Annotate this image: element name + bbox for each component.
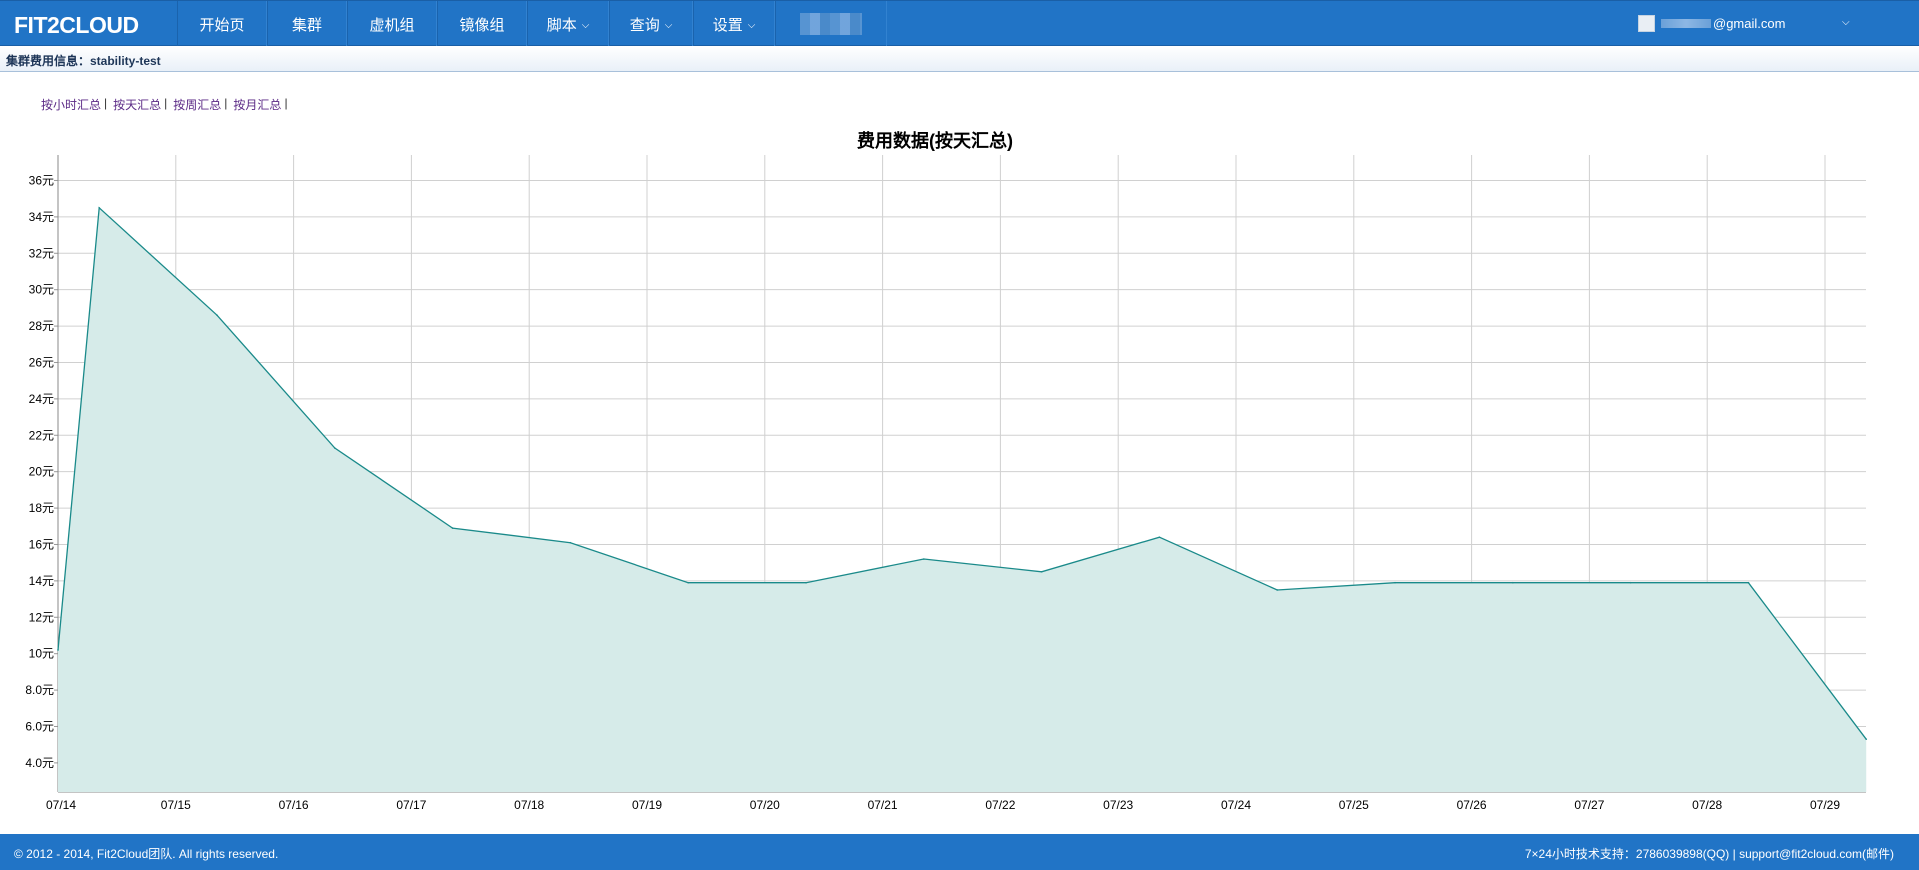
- data-point: [805, 581, 807, 584]
- y-tick-label: 16元: [29, 537, 54, 551]
- x-tick-label: 07/27: [1574, 798, 1604, 810]
- avatar-icon: [1638, 15, 1655, 32]
- x-tick-label: 07/29: [1810, 798, 1840, 810]
- link-weekly[interactable]: 按周汇总: [173, 98, 222, 112]
- nav-item-redacted[interactable]: [775, 1, 887, 47]
- support-text: 7×24小时技术支持：2786039898(QQ) | support@fit2…: [1524, 847, 1894, 861]
- nav-item-label: 虚机组: [369, 16, 415, 34]
- y-tick-label: 8.0元: [25, 683, 54, 697]
- nav-item-query[interactable]: 查询 ⌵: [609, 1, 693, 47]
- data-point: [1158, 536, 1161, 538]
- redacted-email: [1661, 19, 1711, 28]
- main-nav: 开始页 集群 虚机组 镜像组 脚本 ⌵ 查询 ⌵ 设置 ⌵: [177, 1, 887, 47]
- nav-item-label: 设置: [712, 16, 743, 34]
- link-daily[interactable]: 按天汇总: [113, 98, 162, 112]
- user-menu[interactable]: @gmail.com: [1638, 15, 1785, 32]
- y-tick-label: 34元: [29, 210, 54, 224]
- page-title: 集群费用信息：stability-test: [6, 54, 161, 68]
- y-tick-label: 30元: [29, 283, 54, 297]
- chevron-down-icon[interactable]: ⌵: [1842, 17, 1850, 28]
- y-tick-label: 14元: [29, 574, 54, 588]
- data-point: [1512, 581, 1514, 584]
- y-tick-label: 20元: [29, 465, 54, 479]
- data-point: [1865, 738, 1868, 741]
- y-tick-label: 36元: [29, 173, 54, 187]
- link-hourly[interactable]: 按小时汇总: [41, 98, 102, 112]
- data-point: [216, 314, 218, 316]
- nav-item-vm-groups[interactable]: 虚机组: [347, 1, 437, 47]
- x-tick-label: 07/21: [868, 798, 898, 810]
- link-separator: |: [104, 96, 108, 110]
- x-tick-label: 07/15: [161, 798, 191, 810]
- user-email: @gmail.com: [1713, 16, 1786, 31]
- x-tick-label: 07/19: [632, 798, 662, 810]
- data-point: [451, 527, 454, 529]
- data-point: [687, 581, 690, 584]
- nav-item-label: 查询: [629, 16, 660, 34]
- data-point: [57, 649, 59, 651]
- data-point: [1040, 570, 1043, 573]
- nav-item-label: 开始页: [199, 16, 245, 34]
- top-navbar: FIT2CLOUD 开始页 集群 虚机组 镜像组 脚本 ⌵ 查询 ⌵ 设置 ⌵: [0, 0, 1919, 47]
- nav-item-clusters[interactable]: 集群: [267, 1, 347, 47]
- cost-chart: 4.0元 6.0元 8.0元 10元 12元 14元 16元 18元 20元 22元 24元 26元 2…: [25, 155, 1868, 810]
- nav-item-home[interactable]: 开始页: [177, 1, 267, 47]
- nav-item-scripts[interactable]: 脚本 ⌵: [527, 1, 609, 47]
- chevron-down-icon: ⌵: [664, 20, 673, 31]
- x-tick-label: 07/14: [46, 798, 76, 810]
- nav-item-settings[interactable]: 设置 ⌵: [693, 1, 775, 47]
- copyright-text: © 2012 - 2014, Fit2Cloud团队. All rights r…: [14, 847, 279, 861]
- chevron-down-icon: ⌵: [747, 20, 756, 31]
- y-tick-label: 32元: [29, 246, 54, 260]
- chart-title: 费用数据(按天汇总): [857, 131, 1013, 151]
- x-tick-label: 07/24: [1221, 798, 1251, 810]
- data-point: [98, 206, 101, 209]
- redacted-block: [800, 13, 862, 35]
- x-tick-label: 07/26: [1457, 798, 1487, 810]
- nav-item-label: 集群: [291, 16, 322, 34]
- x-tick-label: 07/23: [1103, 798, 1133, 810]
- x-tick-label: 07/20: [750, 798, 780, 810]
- x-tick-label: 07/17: [396, 798, 426, 810]
- sub-header: 集群费用信息：stability-test: [0, 46, 1919, 72]
- x-tick-label: 07/16: [279, 798, 309, 810]
- data-point: [923, 558, 925, 560]
- chevron-down-icon: ⌵: [581, 20, 590, 31]
- y-tick-label: 24元: [29, 392, 54, 406]
- logo[interactable]: FIT2CLOUD: [14, 12, 139, 38]
- y-tick-label: 26元: [29, 355, 54, 369]
- y-tick-label: 6.0元: [25, 719, 54, 733]
- data-point: [1394, 581, 1396, 584]
- data-point: [334, 447, 336, 449]
- summary-links: 按小时汇总 | 按天汇总 | 按周汇总 | 按月汇总 |: [41, 96, 294, 113]
- y-tick-label: 4.0元: [25, 756, 54, 770]
- nav-item-image-groups[interactable]: 镜像组: [437, 1, 527, 47]
- y-tick-label: 12元: [29, 610, 54, 624]
- y-tick-label: 28元: [29, 319, 54, 333]
- nav-item-label: 脚本: [546, 16, 577, 34]
- link-separator: |: [224, 96, 228, 110]
- link-separator: |: [164, 96, 168, 110]
- data-point: [1747, 581, 1750, 584]
- data-point: [569, 541, 572, 544]
- y-tick-label: 18元: [29, 501, 54, 515]
- x-tick-label: 07/22: [985, 798, 1015, 810]
- y-tick-label: 22元: [29, 428, 54, 442]
- x-tick-label: 07/25: [1339, 798, 1369, 810]
- x-tick-label: 07/18: [514, 798, 544, 810]
- footer: © 2012 - 2014, Fit2Cloud团队. All rights r…: [0, 834, 1919, 870]
- nav-item-label: 镜像组: [459, 16, 505, 34]
- data-point: [1629, 581, 1632, 584]
- link-monthly[interactable]: 按月汇总: [233, 98, 282, 112]
- series-area: [58, 207, 1867, 793]
- x-tick-label: 07/28: [1692, 798, 1722, 810]
- data-point: [1276, 589, 1279, 591]
- link-separator: |: [284, 96, 288, 110]
- y-tick-label: 10元: [29, 647, 54, 661]
